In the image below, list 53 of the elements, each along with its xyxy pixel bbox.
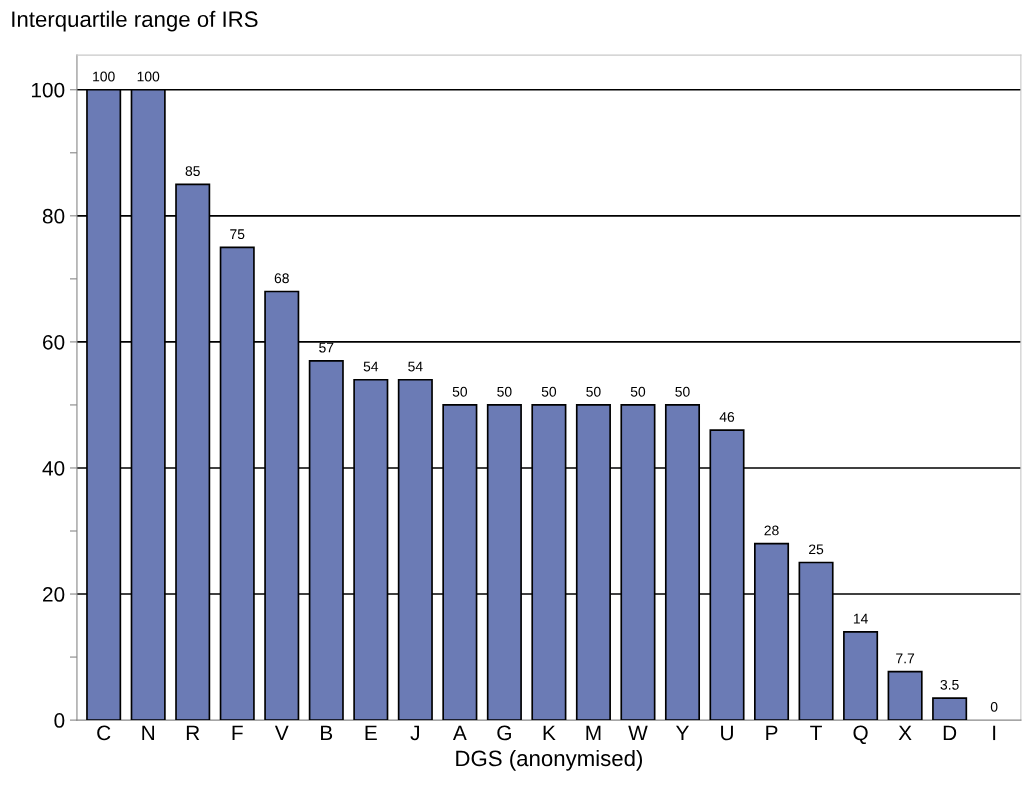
bar xyxy=(887,670,923,721)
y-tick-label: 40 xyxy=(42,460,65,476)
x-tick-label: P xyxy=(766,725,778,741)
data-label: 54 xyxy=(363,361,379,372)
x-tick-label: D xyxy=(943,725,957,741)
x-tick-label: T xyxy=(810,725,822,741)
x-tick-label: J xyxy=(410,725,419,741)
data-label: 14 xyxy=(853,613,868,624)
x-tick-label: C xyxy=(97,725,111,741)
x-tick-label: K xyxy=(543,725,556,741)
x-tick-label: E xyxy=(365,725,377,741)
data-label: 75 xyxy=(230,229,245,240)
y-tick-label: 60 xyxy=(43,334,65,350)
x-tick-label: G xyxy=(497,725,511,741)
data-label: 50 xyxy=(630,386,646,397)
x-tick-label: V xyxy=(274,725,289,741)
data-label: 57 xyxy=(319,342,334,353)
data-label: 28 xyxy=(764,525,779,536)
data-label: 50 xyxy=(452,386,468,397)
chart-title: Interquartile range of IRS xyxy=(12,10,258,32)
data-label: 68 xyxy=(274,273,289,284)
x-tick-label: A xyxy=(452,725,467,741)
x-tick-label: R xyxy=(186,725,200,741)
x-tick-label: W xyxy=(628,725,648,741)
bar xyxy=(932,697,968,721)
data-label: 46 xyxy=(719,412,735,422)
data-label: 54 xyxy=(408,361,423,372)
x-tick-label: I xyxy=(993,725,996,741)
data-label: 50 xyxy=(541,386,557,397)
data-label: 7.7 xyxy=(896,653,915,664)
data-label: 3.5 xyxy=(940,679,959,690)
bar xyxy=(843,631,879,721)
data-label: 0 xyxy=(990,701,998,712)
data-label: 100 xyxy=(93,71,115,82)
x-axis-title: DGS (anonymised) xyxy=(456,749,643,771)
data-label: 50 xyxy=(497,386,512,397)
data-label: 85 xyxy=(185,166,200,177)
x-tick-label: U xyxy=(721,725,733,741)
x-tick-label: F xyxy=(232,725,243,741)
x-tick-label: Y xyxy=(675,725,689,741)
data-label: 50 xyxy=(675,386,690,397)
y-tick-label: 20 xyxy=(43,587,65,602)
y-tick-label: 0 xyxy=(54,713,65,728)
data-label: 100 xyxy=(137,71,160,82)
x-tick-label: B xyxy=(321,725,333,741)
y-tick-label: 80 xyxy=(42,208,65,224)
y-tick-label: 100 xyxy=(31,82,65,98)
x-tick-label: Q xyxy=(853,725,868,744)
data-label: 50 xyxy=(586,386,601,397)
data-label: 25 xyxy=(809,544,824,555)
x-tick-label: M xyxy=(586,725,601,741)
x-tick-label: X xyxy=(898,725,912,741)
x-tick-label: N xyxy=(142,725,155,741)
